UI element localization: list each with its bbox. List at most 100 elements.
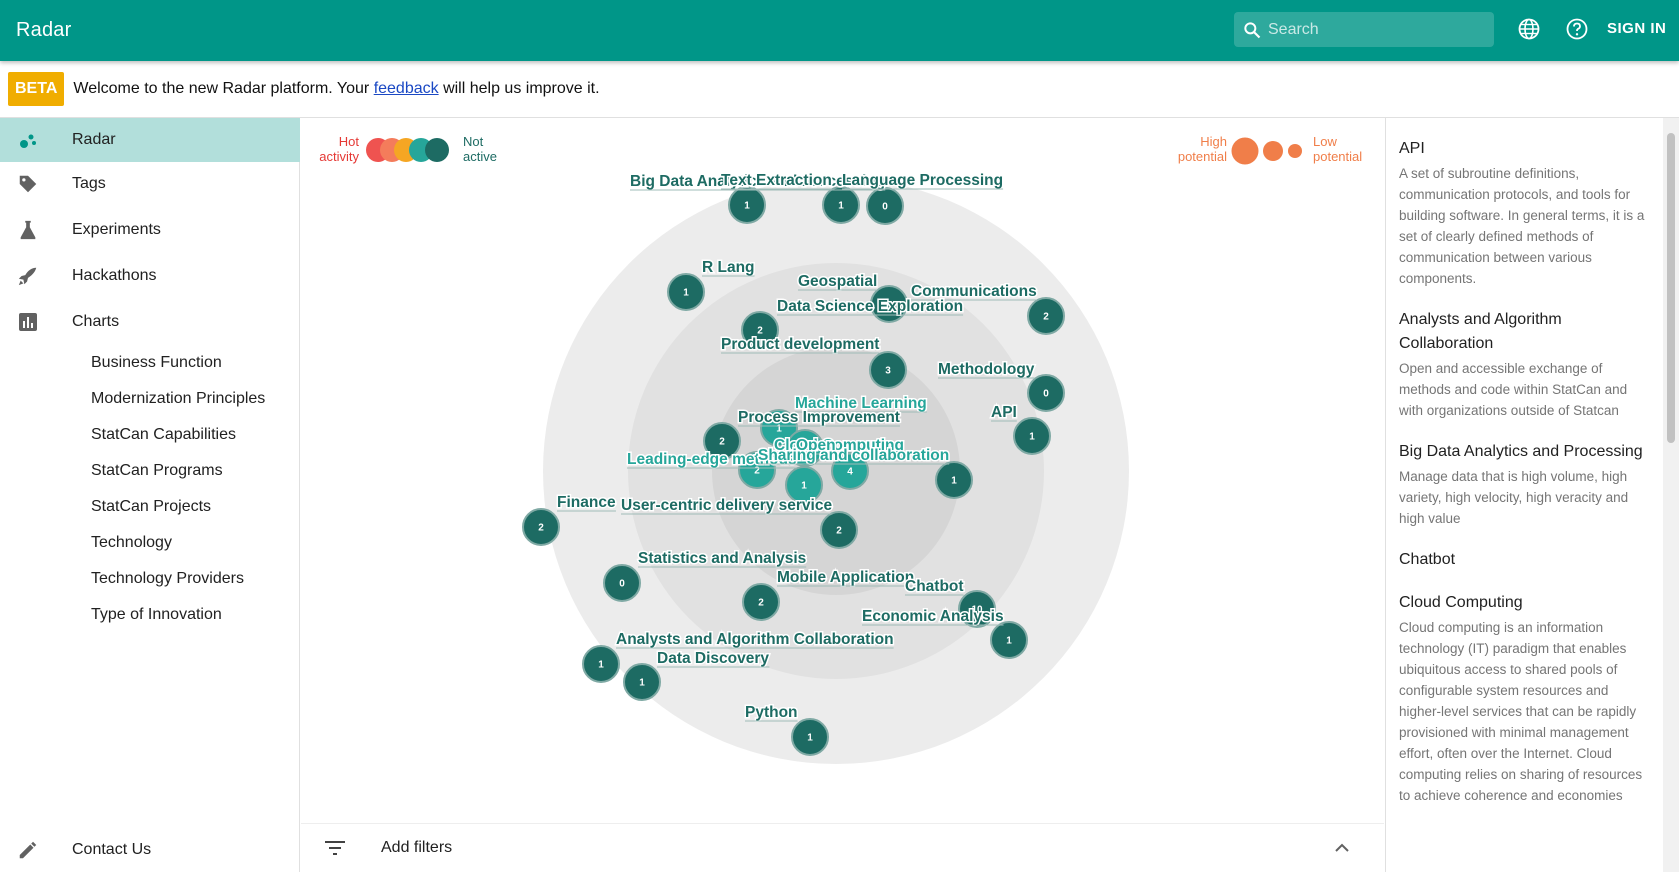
radar-blip-label[interactable]: Sharing and collaboration [757, 446, 951, 466]
radar-blip-count: 2 [836, 526, 842, 537]
radar-blip-label[interactable]: API [990, 403, 1019, 423]
radar-blip-label[interactable]: Analysts and Algorithm Collaboration [615, 630, 896, 650]
detail-entry[interactable]: Big Data Analytics and Processing Manage… [1399, 440, 1651, 529]
beta-banner: BETA Welcome to the new Radar platform. … [0, 61, 1679, 118]
radar-blip[interactable] [935, 461, 973, 499]
detail-title: Cloud Computing [1399, 594, 1523, 611]
radar-blip-label[interactable]: Finance [556, 493, 618, 513]
radar-blip-label[interactable]: Data Science Exploration [776, 297, 965, 317]
radar-blip[interactable] [741, 311, 779, 349]
charts-submenu-item[interactable]: StatCan Programs [91, 462, 223, 479]
radar-blip[interactable] [990, 621, 1028, 659]
charts-submenu-item[interactable]: Business Function [91, 354, 222, 371]
radar-blip[interactable] [831, 452, 869, 490]
radar-blip[interactable] [522, 508, 560, 546]
radar-blip[interactable] [623, 663, 661, 701]
radar-blip[interactable] [728, 186, 766, 224]
radar-blip-label[interactable]: Data Discovery [656, 649, 771, 669]
radar-blip[interactable] [582, 645, 620, 683]
scrollbar-thumb[interactable] [1667, 133, 1675, 443]
radar-blip[interactable] [958, 590, 996, 628]
filter-icon[interactable] [325, 840, 345, 856]
radar-blip[interactable] [869, 351, 907, 389]
radar-blip-label[interactable]: R Lang [701, 258, 757, 278]
radar-blip-label[interactable]: Text Extraction [720, 171, 834, 191]
radar-blip[interactable] [603, 564, 641, 602]
radar-blip[interactable] [1027, 297, 1065, 335]
charts-submenu-item[interactable]: StatCan Projects [91, 498, 212, 515]
add-filters-label[interactable]: Add filters [381, 839, 453, 856]
feedback-link[interactable]: feedback [373, 80, 439, 97]
charts-submenu-item[interactable]: Type of Innovation [91, 606, 222, 623]
radar-blip-label[interactable]: Statistics and Analysis [637, 549, 808, 569]
radar-blip-count: 2 [1043, 312, 1049, 323]
radar-blip-label[interactable]: Process Improvement [737, 408, 902, 428]
radar-blip-label[interactable]: Geospatial [797, 272, 879, 292]
radar-blip[interactable] [785, 466, 823, 504]
radar-blip-label[interactable]: Cloud Computing [773, 436, 906, 456]
radar-blip-label[interactable]: Economic Analysis [861, 607, 1006, 627]
sidebar-item-tags[interactable]: Tags [0, 162, 300, 206]
sidebar-item-hackathons[interactable]: Hackathons [0, 254, 300, 298]
charts-submenu-item[interactable]: Technology [91, 534, 172, 551]
detail-entry[interactable]: Cloud Computing Cloud computing is an in… [1399, 591, 1651, 806]
sidebar-item-contact-us[interactable]: Contact Us [0, 828, 300, 872]
filter-bar[interactable]: Add filters [301, 823, 1384, 872]
sidebar-item-charts[interactable]: Charts [0, 300, 300, 344]
radar-blip-label[interactable]: Big Data Analytics and Processing [629, 172, 887, 192]
sidebar-item-label: Charts [72, 313, 120, 330]
radar-blip-label[interactable]: Machine Learning [794, 394, 929, 414]
radar-blip[interactable] [738, 451, 776, 489]
radar-blip[interactable] [760, 409, 798, 447]
radar-blip[interactable] [667, 273, 705, 311]
sidebar-item-experiments[interactable]: Experiments [0, 208, 300, 252]
search-box[interactable] [1234, 12, 1494, 47]
radar-blip[interactable] [703, 422, 741, 460]
radar-blip[interactable] [742, 583, 780, 621]
radar-blip[interactable] [1027, 374, 1065, 412]
radar-blip-label[interactable]: Product development [720, 335, 881, 355]
radar-blip-label[interactable]: Methodology [937, 360, 1037, 380]
scrollbar[interactable] [1663, 118, 1679, 872]
detail-entry[interactable]: Chatbot [1399, 548, 1651, 572]
charts-submenu-item[interactable]: Modernization Principles [91, 390, 266, 407]
radar-view: 1 1 0 1 2 2 3 0 1 2 1 4 2 1 1 2 2 0 2 10 1 1 1 1 Big Data Analyt… [301, 118, 1384, 823]
sign-in-button[interactable]: SIGN IN [1607, 20, 1667, 37]
radar-blip-label[interactable]: Open [795, 436, 838, 456]
legend-activity-label: activity [319, 149, 359, 164]
detail-entry[interactable]: Analysts and Algorithm Collaboration Ope… [1399, 308, 1651, 421]
radar-blip[interactable] [870, 285, 908, 323]
potential-dot-medium [1263, 141, 1283, 161]
app-title[interactable]: Radar [16, 19, 72, 41]
detail-title: Big Data Analytics and Processing [1399, 443, 1643, 460]
radar-blip-label[interactable]: Leading-edge methods [626, 450, 799, 470]
radar-blip-count: 1 [639, 678, 645, 689]
charts-submenu-item[interactable]: StatCan Capabilities [91, 426, 236, 443]
help-icon[interactable] [1565, 17, 1591, 43]
detail-entry[interactable]: API A set of subroutine definitions, com… [1399, 137, 1651, 289]
radar-blip[interactable] [1013, 417, 1051, 455]
radar-blip-label[interactable]: Communications [910, 282, 1039, 302]
activity-dot-not-active [425, 138, 449, 162]
radar-blip-count: 1 [801, 481, 807, 492]
radar-blip-label[interactable]: Chatbot [904, 577, 966, 597]
radar-blip-label[interactable]: Python [744, 703, 800, 723]
radar-blip-label[interactable]: Language Processing [841, 171, 1005, 191]
radar-blip-count: 10 [971, 605, 983, 616]
radar-blip[interactable] [822, 186, 860, 224]
chevron-up-icon[interactable] [1334, 842, 1350, 854]
app-bar: Radar SIGN IN [0, 0, 1679, 61]
radar-blip[interactable] [866, 187, 904, 225]
charts-submenu-item[interactable]: Technology Providers [91, 570, 244, 587]
legend-active-label: active [463, 149, 497, 164]
globe-icon[interactable] [1517, 17, 1543, 43]
radar-blip-label[interactable]: User-centric delivery service [620, 496, 834, 516]
sidebar-item-radar[interactable]: Radar [0, 118, 300, 162]
radar-blip-label[interactable]: Mobile Application [776, 568, 916, 588]
tag-icon [17, 173, 39, 195]
radar-blip[interactable] [791, 718, 829, 756]
radar-blip[interactable] [820, 511, 858, 549]
potential-dot-small [1288, 144, 1302, 158]
search-input[interactable] [1268, 20, 1478, 39]
radar-blip[interactable] [786, 429, 824, 467]
